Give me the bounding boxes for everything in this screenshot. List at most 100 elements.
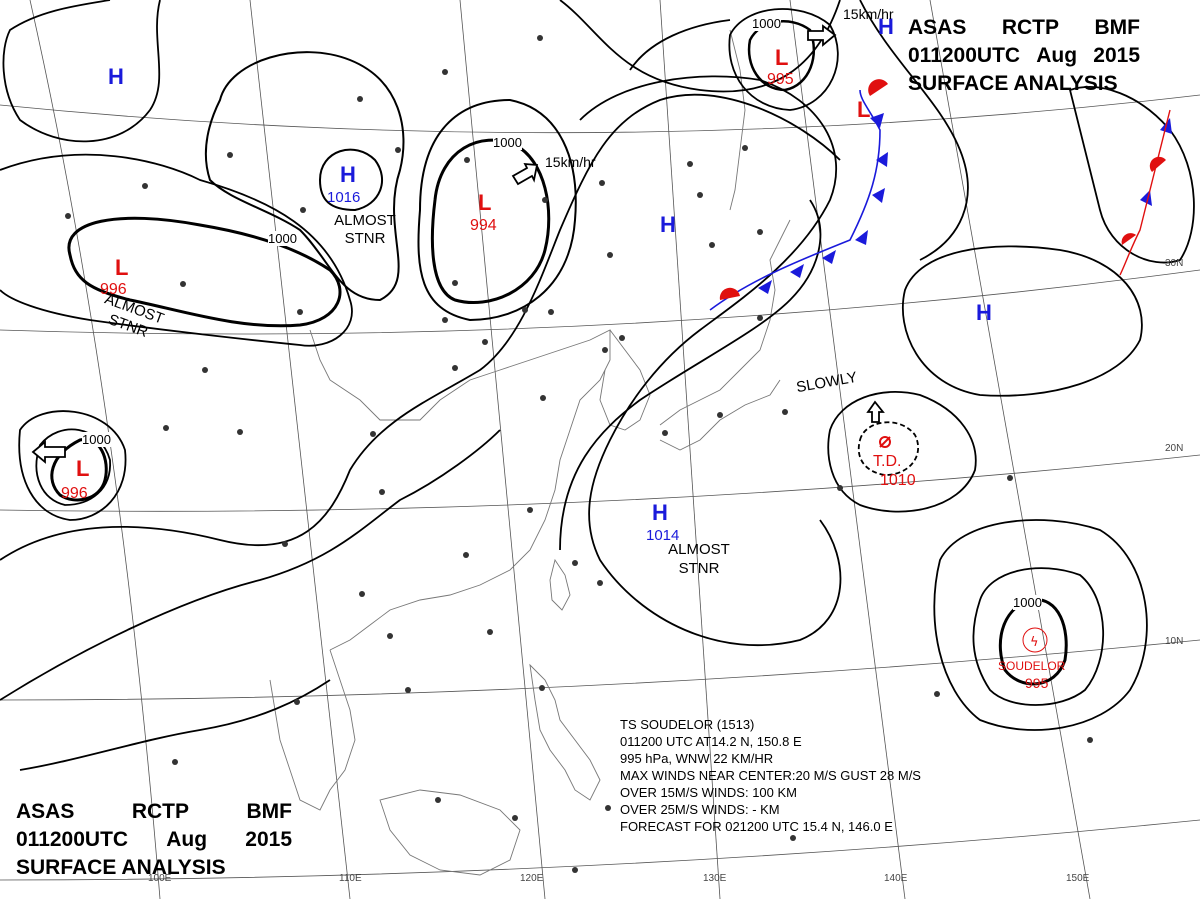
lon-label-130e: 130E xyxy=(703,873,727,884)
station-dot xyxy=(487,629,493,635)
lon-line-120e xyxy=(459,0,546,899)
station-dot xyxy=(662,430,668,436)
isobar-1004-c xyxy=(35,428,111,506)
coast-korea xyxy=(599,329,651,431)
station-dot xyxy=(790,835,796,841)
front-triangle-3 xyxy=(822,250,836,264)
station-dot xyxy=(539,685,545,691)
title-code: BMF xyxy=(1094,16,1141,39)
motion-arrows xyxy=(31,24,885,464)
lon-label-120e: 120E xyxy=(520,873,544,884)
soudelor-symbol-icon: ϟ xyxy=(1030,635,1039,650)
station-dot xyxy=(294,699,300,705)
station-dot xyxy=(379,489,385,495)
front-triangle-2 xyxy=(790,264,804,278)
lat-line-10n xyxy=(0,639,1200,701)
coast-taiwan xyxy=(549,558,571,611)
title-agency: ASAS xyxy=(16,800,75,823)
high-1014-pressure: 1014 xyxy=(646,527,680,544)
td-label: T.D. xyxy=(873,453,902,470)
station-dot xyxy=(452,365,458,371)
station-dot xyxy=(464,157,470,163)
soudelor-pressure: 995 xyxy=(1025,675,1049,691)
high-center-north-east: H xyxy=(878,14,894,39)
title-year: 2015 xyxy=(1093,44,1140,67)
station-dot xyxy=(300,207,306,213)
title-row-3: SURFACE ANALYSIS xyxy=(908,72,1118,95)
lat-label-10n: 10N xyxy=(1165,636,1184,647)
lon-label-140e: 140E xyxy=(884,873,908,884)
low-north-pressure: 995 xyxy=(767,71,794,88)
lat-line-20n xyxy=(0,454,1200,512)
station-dot xyxy=(757,315,763,321)
isobar-1012-a xyxy=(0,93,841,561)
arrow-central xyxy=(511,162,539,186)
high-center-1014: H xyxy=(652,500,668,525)
storm-info-line: MAX WINDS NEAR CENTER:20 M/S GUST 28 M/S xyxy=(620,768,921,783)
station-dot xyxy=(572,867,578,873)
station-dot xyxy=(522,307,528,313)
station-dot xyxy=(282,541,288,547)
td-center-cross xyxy=(879,436,891,448)
station-dot xyxy=(605,805,611,811)
lat-label-20n: 20N xyxy=(1165,443,1184,454)
isobar-1012-d xyxy=(579,75,842,647)
soudelor-name: SOUDELOR xyxy=(998,659,1066,673)
coast-japan xyxy=(659,219,791,426)
station-dot xyxy=(709,242,715,248)
station-dot xyxy=(359,591,365,597)
isobar-label: 1000 xyxy=(493,135,522,150)
isobar-1000-west-low xyxy=(50,437,108,502)
low-center-front: L xyxy=(857,97,871,122)
front-semicircle-3 xyxy=(1149,156,1166,172)
station-dot xyxy=(172,759,178,765)
low-center-994: L xyxy=(478,190,492,215)
station-dot xyxy=(297,309,303,315)
front-triangle-5 xyxy=(872,188,885,203)
isobar-1000-central-low xyxy=(430,138,551,305)
isobar-1000-west xyxy=(67,216,342,328)
isobar-1012-f xyxy=(629,19,731,71)
front-triangle-1 xyxy=(758,280,772,294)
low-center-west: L xyxy=(115,255,129,280)
isobar-1008-b xyxy=(18,410,127,521)
title-row-1: ASAS RCTP BMF xyxy=(908,14,1140,42)
soudelor-center xyxy=(1022,627,1048,653)
title-row-2: 011200UTC Aug 2015 xyxy=(908,42,1140,70)
title-station: RCTP xyxy=(1001,16,1060,39)
lon-line-110e xyxy=(249,0,351,899)
station-dot xyxy=(572,560,578,566)
front-semicircle-2 xyxy=(868,79,888,96)
coast-philippines xyxy=(529,663,601,801)
station-dot xyxy=(1087,737,1093,743)
station-dot xyxy=(512,815,518,821)
isobar-1012-c xyxy=(559,199,822,551)
station-dot xyxy=(742,145,748,151)
storm-info-line: 011200 UTC AT14.2 N, 150.8 E xyxy=(620,734,802,749)
arrow-north-low xyxy=(807,24,837,47)
station-dot xyxy=(687,161,693,167)
station-dot xyxy=(405,687,411,693)
station-dot xyxy=(202,367,208,373)
station-dot xyxy=(387,633,393,639)
storm-info-line: 995 hPa, WNW 22 KM/HR xyxy=(620,751,774,766)
station-dot xyxy=(370,431,376,437)
lon-line-130e xyxy=(659,0,721,899)
station-dot xyxy=(463,552,469,558)
fronts xyxy=(709,79,1172,311)
storm-info-block: TS SOUDELOR (1513) 011200 UTC AT14.2 N, … xyxy=(620,716,921,835)
station-dot xyxy=(452,280,458,286)
isobar-1004-b xyxy=(417,98,577,322)
station-dot xyxy=(482,339,488,345)
station-dot xyxy=(540,395,546,401)
almost-stnr-label-1: ALMOST STNR xyxy=(334,212,396,247)
station-dot xyxy=(163,425,169,431)
station-dot xyxy=(619,335,625,341)
isobar-1012-h xyxy=(827,391,977,513)
isobar-label: 1000 xyxy=(752,16,781,31)
station-dot xyxy=(548,309,554,315)
station-dot xyxy=(527,507,533,513)
low-994-pressure: 994 xyxy=(470,217,497,234)
station-dot xyxy=(607,252,613,258)
station-dot xyxy=(442,317,448,323)
